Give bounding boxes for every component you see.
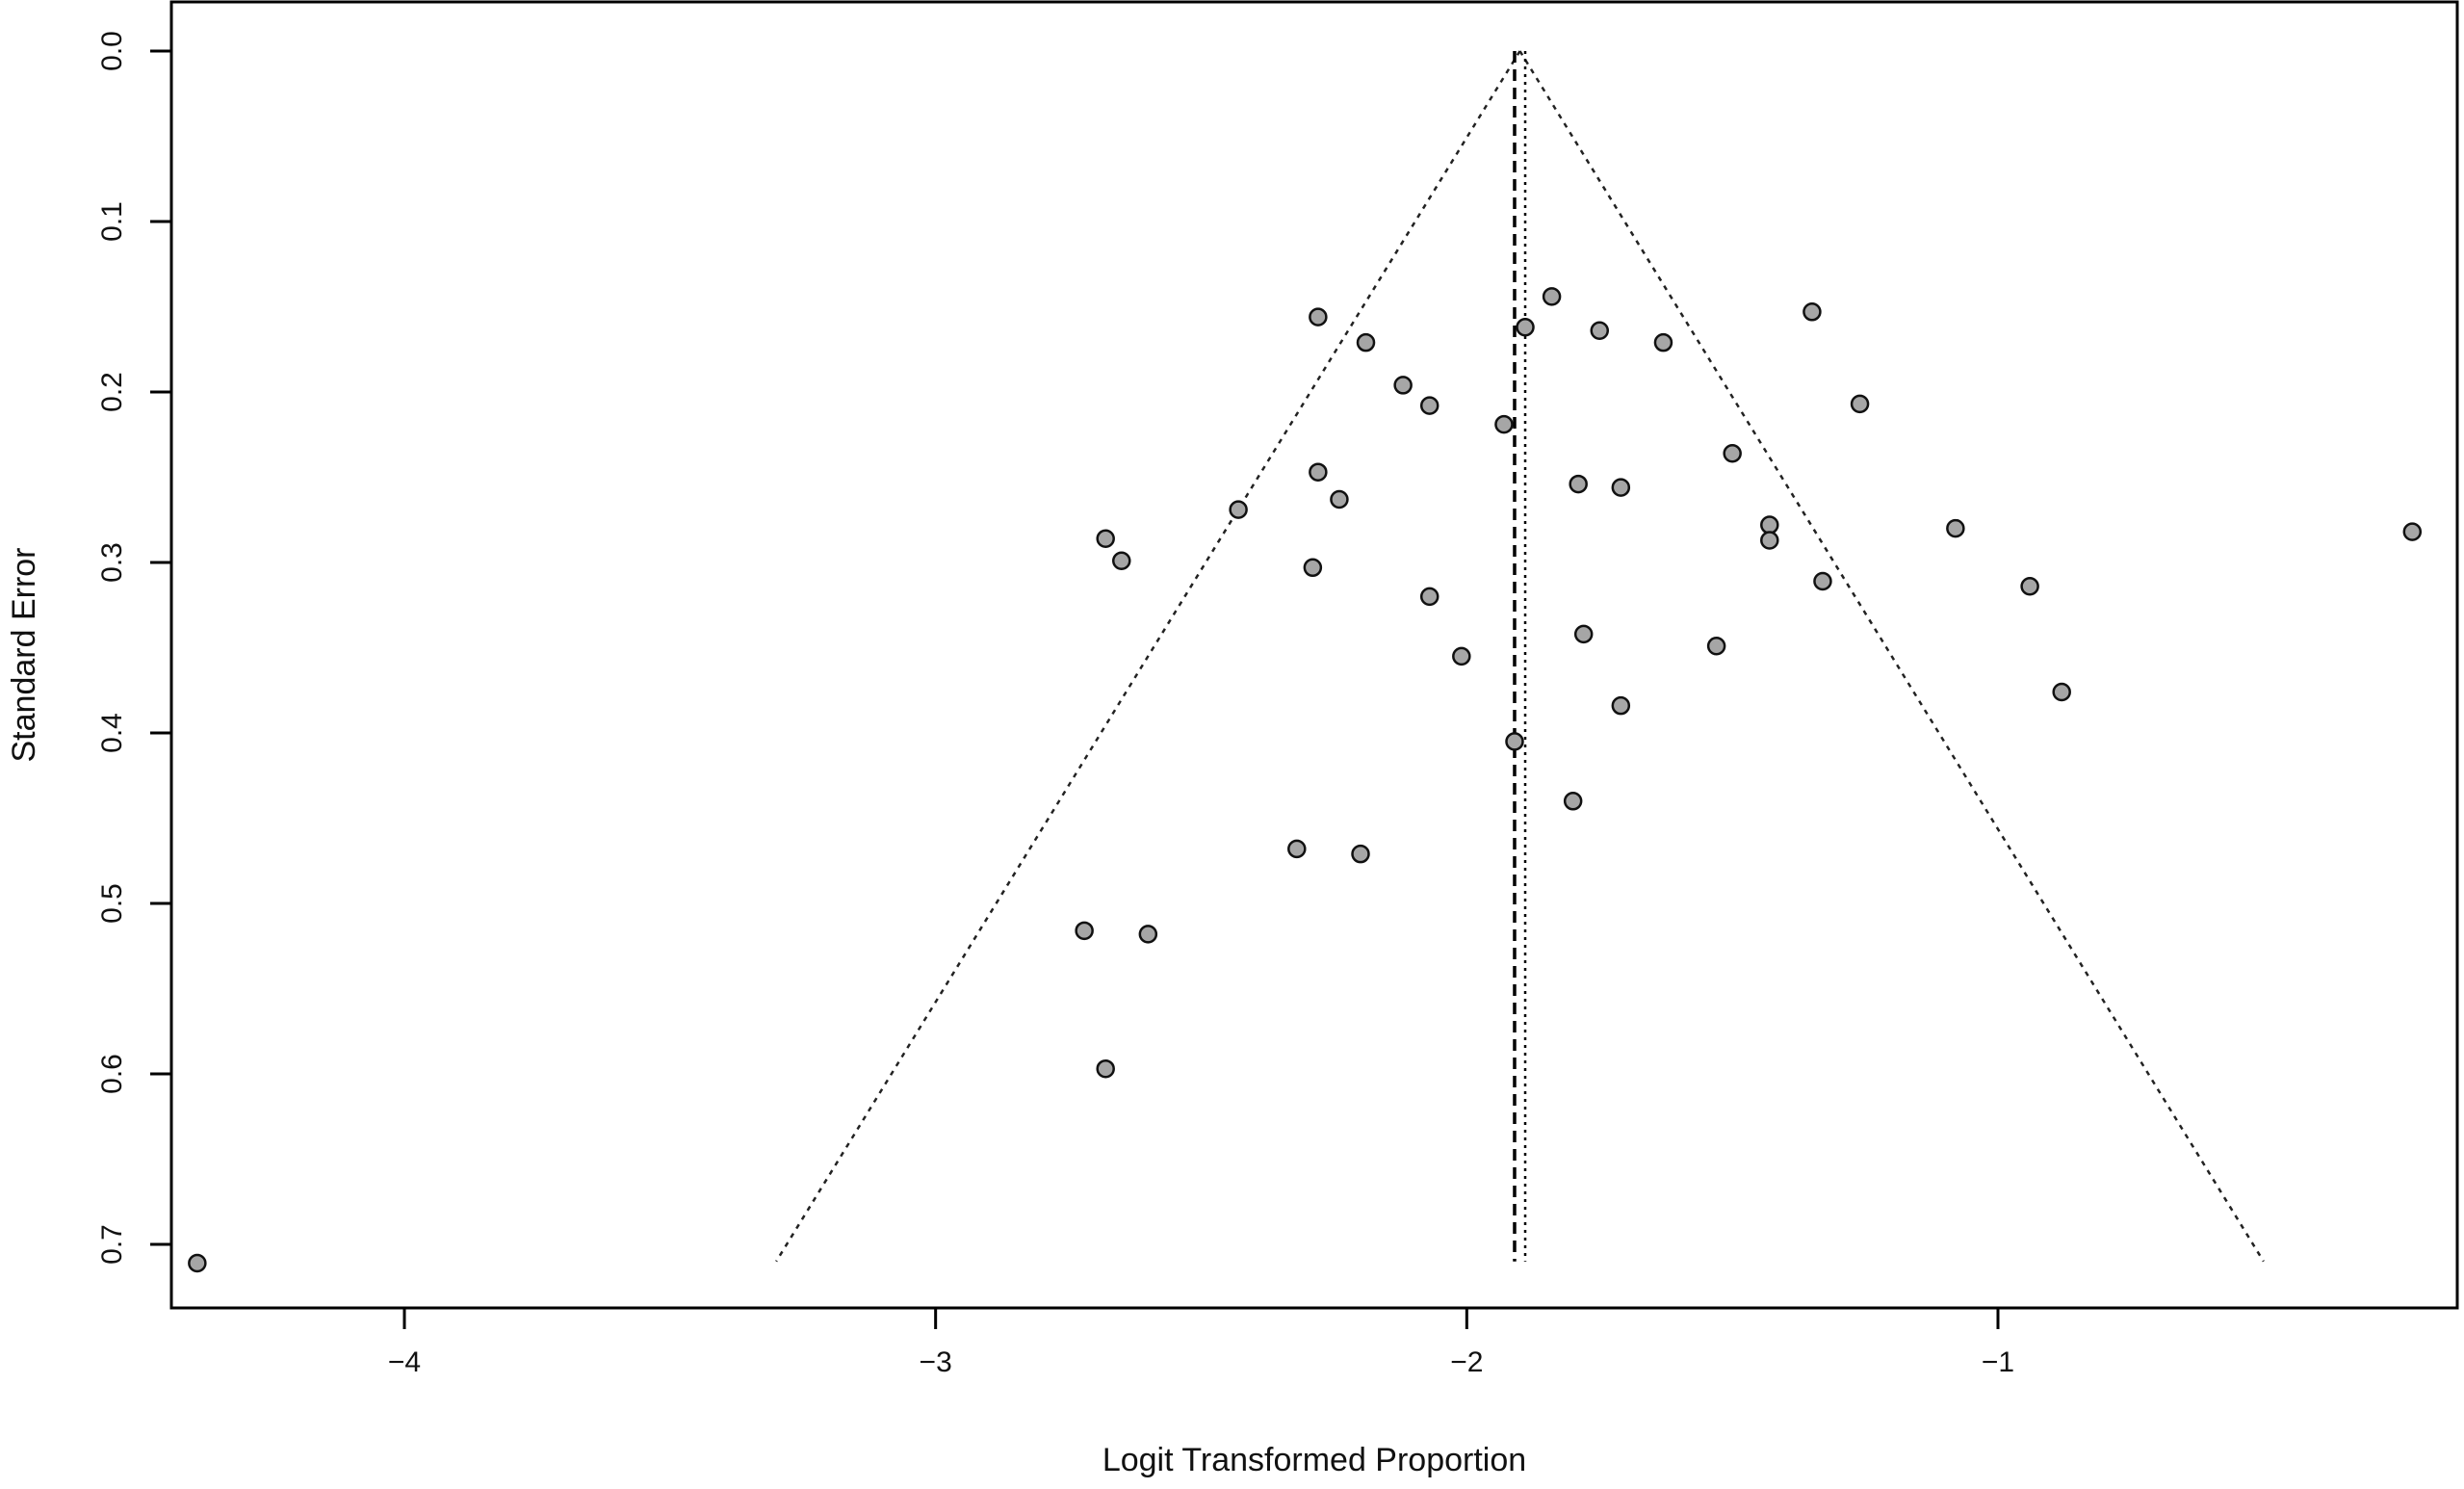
x-tick-label: −4 (388, 1346, 421, 1378)
x-tick-label: −1 (1982, 1346, 2014, 1378)
data-point (1542, 287, 1562, 306)
data-point (1723, 443, 1742, 463)
data-point (1096, 1058, 1115, 1079)
x-axis: −4 −3 −2 −1 (388, 1308, 2014, 1378)
data-point (1706, 636, 1726, 656)
data-point (1590, 321, 1609, 341)
reference-lines-group (1513, 51, 1527, 1262)
data-point (1096, 529, 1115, 548)
data-point (1516, 317, 1535, 337)
data-point (1452, 646, 1471, 666)
plot-frame (169, 0, 2459, 1310)
data-point (1611, 478, 1631, 497)
data-point (1287, 839, 1307, 859)
x-axis-label: Logit Transformed Proportion (1102, 1442, 1526, 1478)
data-point (1309, 462, 1328, 482)
y-tick-label: 0.2 (96, 372, 128, 412)
y-tick-label: 0.5 (96, 883, 128, 924)
data-point (1330, 489, 1349, 509)
data-point (1563, 792, 1583, 811)
data-point (1760, 515, 1779, 535)
data-point (2402, 522, 2423, 541)
data-point (1653, 332, 1673, 353)
data-point (188, 1253, 207, 1273)
y-tick-label: 0.4 (96, 713, 128, 753)
y-axis: 0.0 0.1 0.2 0.3 0.4 0.5 0.6 0.7 (96, 31, 171, 1265)
funnel-left-line (775, 50, 1521, 1263)
data-point (1309, 307, 1328, 327)
data-point (1505, 732, 1524, 751)
y-tick-label: 0.6 (96, 1054, 128, 1094)
x-tick-label: −2 (1450, 1346, 1483, 1378)
data-point (2020, 577, 2039, 596)
data-point (1813, 571, 1832, 591)
y-tick-label: 0.7 (96, 1224, 128, 1265)
data-point (2052, 682, 2071, 702)
y-tick-label: 0.3 (96, 542, 128, 583)
data-points-group (188, 287, 2423, 1273)
y-tick-label: 0.1 (96, 201, 128, 242)
data-point (1229, 500, 1248, 519)
data-point (1356, 332, 1376, 353)
x-tick-label: −3 (920, 1346, 952, 1378)
data-point (1112, 551, 1131, 570)
data-point (1573, 624, 1594, 644)
data-point (1419, 587, 1439, 607)
data-point (1393, 376, 1413, 395)
data-point (1760, 531, 1779, 550)
data-point (1611, 695, 1631, 716)
data-point (1419, 396, 1439, 415)
y-axis-label: Standard Error (6, 548, 42, 763)
data-point (1494, 414, 1514, 434)
data-point (1803, 302, 1822, 322)
data-point (1075, 921, 1094, 941)
y-tick-label: 0.0 (96, 31, 128, 71)
data-point (1138, 925, 1158, 944)
data-point (1850, 394, 1870, 414)
funnel-lines-group (775, 50, 2265, 1263)
data-point (1351, 844, 1370, 864)
funnel-right-line (1518, 50, 2265, 1263)
data-point (1569, 474, 1588, 494)
data-point (1946, 518, 1965, 538)
data-point (1303, 558, 1323, 578)
